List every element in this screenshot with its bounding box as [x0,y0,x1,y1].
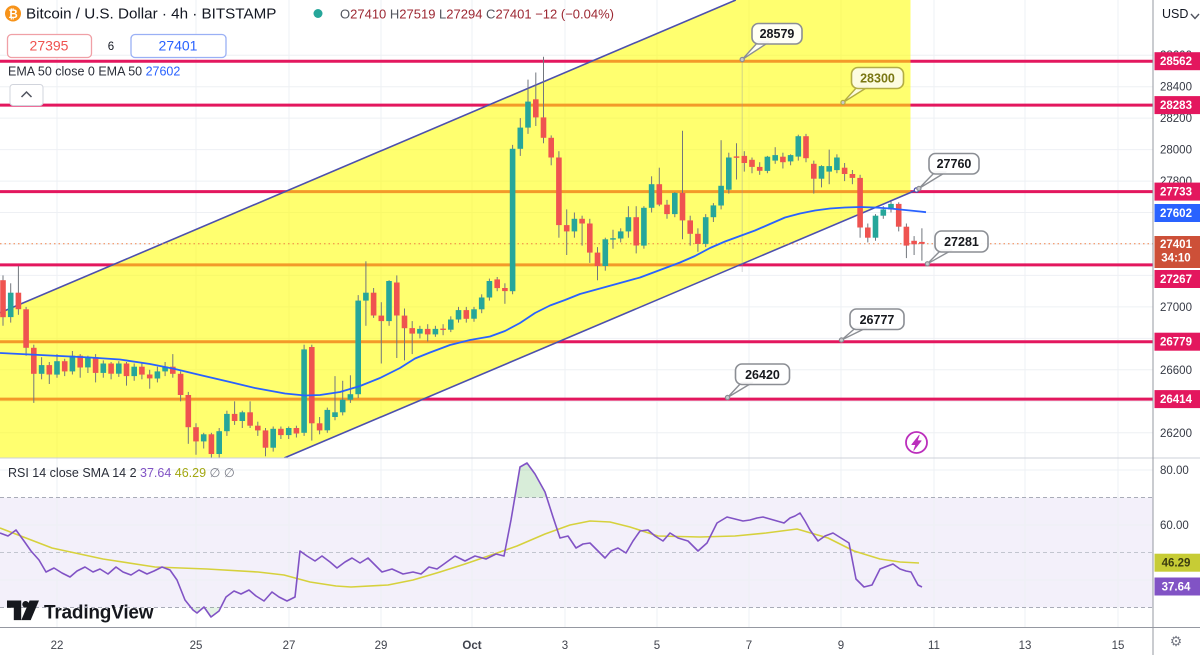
svg-text:26420: 26420 [745,368,780,382]
svg-text:26777: 26777 [860,313,895,327]
svg-text:₿: ₿ [8,9,17,21]
svg-text:27281: 27281 [944,235,979,249]
svg-text:27: 27 [283,640,296,652]
svg-text:11: 11 [928,640,940,652]
svg-text:28200: 28200 [1160,113,1192,125]
svg-text:EMA 50 close 0 EMA 50 27602: EMA 50 close 0 EMA 50 27602 [8,65,180,79]
svg-text:27401: 27401 [159,38,198,54]
svg-text:9: 9 [838,640,844,652]
svg-text:O27410 H27519 L27294 C27401 −1: O27410 H27519 L27294 C27401 −12 (−0.04%) [340,7,614,22]
svg-text:27760: 27760 [937,157,972,171]
svg-text:28579: 28579 [760,27,795,41]
svg-text:27000: 27000 [1160,302,1192,314]
svg-text:26779: 26779 [1160,337,1192,349]
svg-text:USD: USD [1162,7,1188,21]
svg-text:26600: 26600 [1160,365,1192,377]
svg-text:34:10: 34:10 [1161,253,1190,265]
svg-text:28562: 28562 [1160,56,1192,68]
svg-text:28000: 28000 [1160,145,1192,157]
svg-text:TradingView: TradingView [44,603,154,624]
svg-text:28283: 28283 [1160,100,1192,112]
svg-text:5: 5 [654,640,660,652]
svg-text:27602: 27602 [1160,208,1192,220]
svg-text:60.00: 60.00 [1160,520,1189,532]
svg-text:27733: 27733 [1160,187,1192,199]
svg-text:15: 15 [1112,640,1125,652]
svg-text:25: 25 [190,640,203,652]
svg-text:22: 22 [51,640,64,652]
svg-text:⚙: ⚙ [1170,633,1183,649]
svg-text:RSI 14 close SMA 14 2 37.64: RSI 14 close SMA 14 2 37.64 46.29 ∅ ∅ [8,466,235,480]
svg-text:28400: 28400 [1160,82,1192,94]
svg-text:Bitcoin / U.S. Dollar · 4h · B: Bitcoin / U.S. Dollar · 4h · BITSTAMP [26,6,276,23]
svg-text:29: 29 [375,640,388,652]
svg-text:46.29: 46.29 [1162,558,1191,570]
svg-text:26200: 26200 [1160,428,1192,440]
svg-text:7: 7 [746,640,752,652]
svg-text:80.00: 80.00 [1160,465,1189,477]
svg-text:3: 3 [562,640,568,652]
svg-text:27401: 27401 [1160,239,1193,251]
svg-text:Oct: Oct [462,640,481,652]
svg-text:27267: 27267 [1160,274,1192,286]
svg-text:26414: 26414 [1160,394,1193,406]
svg-text:28300: 28300 [860,72,895,86]
svg-text:6: 6 [108,41,114,53]
svg-text:37.64: 37.64 [1162,582,1191,594]
svg-text:27395: 27395 [30,38,69,54]
svg-text:13: 13 [1019,640,1032,652]
